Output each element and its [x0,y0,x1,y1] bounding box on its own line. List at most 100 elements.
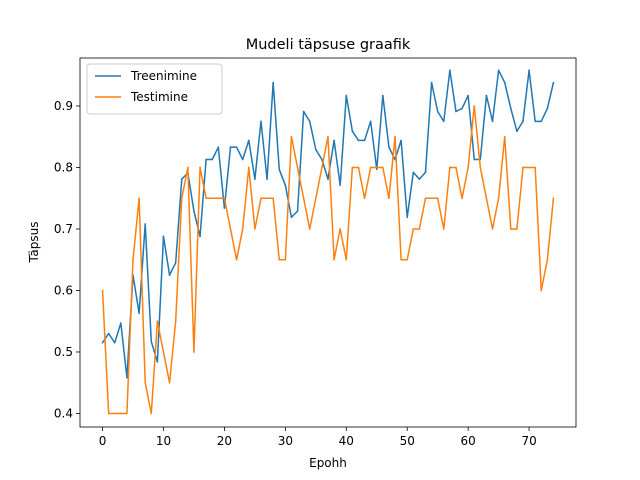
data-point-treenimine [211,158,214,161]
data-point-treenimine [546,107,549,110]
data-point-testimine [528,166,530,169]
data-point-testimine [193,351,195,353]
data-point-treenimine [424,171,427,174]
data-point-treenimine [449,69,451,72]
data-point-testimine [369,166,372,169]
data-point-testimine [302,197,305,200]
data-point-testimine [345,258,348,261]
data-point-testimine [101,289,104,292]
data-point-treenimine [296,210,299,212]
legend: Treenimine Testimine [86,63,223,115]
data-point-testimine [388,197,390,200]
data-point-treenimine [552,81,555,84]
data-point-treenimine [254,178,256,180]
data-point-treenimine [241,158,244,161]
y-tick-label: 0.4 [54,406,73,420]
data-point-treenimine [174,261,177,264]
data-point-treenimine [503,81,506,84]
data-point-testimine [327,135,329,138]
data-point-testimine [126,412,128,415]
data-point-treenimine [363,139,366,142]
data-point-treenimine [162,235,165,238]
data-point-testimine [455,166,457,169]
data-point-testimine [382,166,384,169]
x-tick-label: 30 [278,434,293,448]
data-point-testimine [296,166,299,169]
data-point-testimine [540,289,543,292]
data-point-testimine [400,258,402,261]
data-point-testimine [552,197,555,200]
data-point-testimine [229,228,232,230]
data-point-treenimine [375,168,378,171]
data-point-testimine [113,412,116,415]
data-point-testimine [406,258,409,261]
data-point-treenimine [180,178,183,180]
data-point-testimine [308,228,311,230]
data-point-treenimine [522,120,524,123]
data-point-treenimine [412,171,415,174]
data-point-treenimine [485,94,488,97]
data-point-testimine [247,166,250,169]
data-point-treenimine [205,158,207,161]
data-point-treenimine [290,216,293,219]
data-point-treenimine [229,146,232,148]
data-point-testimine [132,258,134,261]
data-point-testimine [516,228,518,230]
x-tick-label: 10 [156,434,171,448]
data-point-treenimine [278,168,281,171]
data-point-treenimine [168,274,171,276]
y-tick-label: 0.8 [54,160,73,174]
data-point-treenimine [357,139,360,142]
data-point-testimine [351,166,354,169]
legend-label-treenimine: Treenimine [130,69,197,83]
data-point-testimine [479,166,482,169]
y-axis: 0.4 0.5 0.6 0.7 0.8 0.9 [54,99,80,420]
chart-title: Mudeli täpsuse graafik [246,37,411,53]
data-point-testimine [205,197,207,200]
data-point-treenimine [534,120,536,123]
data-point-treenimine [406,216,409,219]
data-point-treenimine [455,110,457,113]
y-axis-label: Täpsus [27,221,41,263]
data-point-testimine [473,105,476,107]
x-tick-label: 70 [521,434,536,448]
x-tick-label: 0 [99,434,107,448]
data-point-treenimine [430,81,433,84]
y-tick-label: 0.9 [54,99,73,113]
data-point-testimine [522,166,524,169]
data-point-treenimine [217,146,220,148]
y-tick-label: 0.6 [54,283,73,297]
data-point-treenimine [266,178,268,180]
data-point-testimine [174,320,177,323]
data-point-treenimine [345,94,348,97]
data-point-testimine [156,320,159,323]
data-point-testimine [211,197,214,200]
data-point-treenimine [284,184,287,187]
data-point-testimine [546,258,549,261]
data-point-testimine [235,258,238,261]
y-tick-label: 0.7 [54,222,73,236]
data-point-treenimine [156,361,159,363]
data-point-treenimine [510,107,512,110]
data-point-treenimine [144,223,146,225]
data-point-treenimine [327,178,329,180]
data-point-testimine [430,197,433,200]
data-point-treenimine [516,130,518,132]
data-point-testimine [491,228,494,230]
data-point-treenimine [107,332,110,335]
data-point-treenimine [272,81,274,84]
data-point-testimine [418,228,421,230]
data-point-testimine [138,197,140,200]
data-point-testimine [412,228,415,230]
data-point-treenimine [321,158,323,161]
data-point-testimine [497,197,500,200]
data-point-treenimine [497,69,500,72]
data-point-testimine [315,197,317,200]
data-point-testimine [120,412,122,415]
data-point-treenimine [260,120,262,123]
data-point-testimine [363,197,366,200]
data-point-treenimine [442,120,445,123]
data-point-testimine [284,258,287,261]
data-point-treenimine [461,107,463,110]
